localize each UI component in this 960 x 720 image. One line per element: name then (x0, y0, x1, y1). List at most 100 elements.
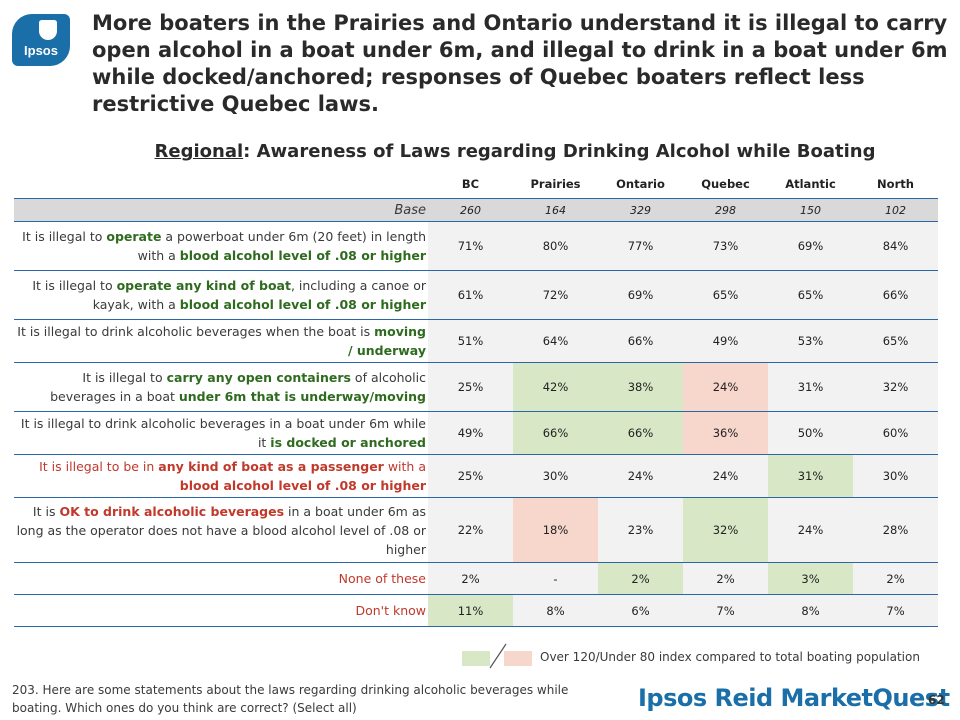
cell-value: 65% (683, 270, 768, 320)
cell-value: 49% (683, 319, 768, 363)
row-label-part: in a boat under 6m as long as the operat… (16, 503, 426, 557)
cell-value: 11% (428, 594, 513, 627)
cell-value: 49% (428, 411, 513, 455)
cell-value: 24% (683, 362, 768, 412)
row-label-part: with a (383, 459, 426, 474)
row-label: It is illegal to drink alcoholic beverag… (14, 319, 428, 363)
subtitle-underlined: Regional (154, 141, 244, 162)
cell-value: 65% (768, 270, 853, 320)
subtitle-rest: : Awareness of Laws regarding Drinking A… (243, 141, 876, 162)
cell-value: 6% (598, 594, 683, 627)
table-row: Don't know 11% 8% 6% 7% 8% 7% (14, 594, 938, 627)
cell-value: 36% (683, 411, 768, 455)
row-label: It is OK to drink alcoholic beverages in… (14, 497, 428, 563)
cell-value: 50% (768, 411, 853, 455)
question-footnote: 203. Here are some statements about the … (12, 683, 569, 715)
cell-value: 53% (768, 319, 853, 363)
cell-value: 8% (768, 594, 853, 627)
row-label-part: of alcoholic beverages in a boat (50, 370, 426, 404)
cell-value: 2% (598, 562, 683, 595)
col-header: Atlantic (785, 177, 836, 191)
cell-value: 60% (853, 411, 938, 455)
row-label-part: a powerboat under 6m (20 feet) in length… (137, 229, 426, 263)
base-value: 260 (428, 198, 513, 222)
table-row: It is illegal to operate any kind of boa… (14, 270, 938, 320)
legend-over-swatch (462, 651, 490, 666)
row-label-part: blood alcohol level of .08 or higher (179, 478, 426, 493)
row-label-part: operate any kind of boat (116, 278, 291, 293)
table-row: It is illegal to be in any kind of boat … (14, 454, 938, 498)
cell-value: 2% (428, 562, 513, 595)
base-value: 164 (513, 198, 598, 222)
cell-value: 42% (513, 362, 598, 412)
cell-value: 22% (428, 497, 513, 563)
cell-value: 30% (513, 454, 598, 498)
legend-text: Over 120/Under 80 index compared to tota… (540, 650, 920, 664)
row-label-part: any kind of boat as a passenger (158, 459, 384, 474)
cell-value: 32% (853, 362, 938, 412)
row-label-part: It is illegal to drink alcoholic beverag… (20, 416, 426, 450)
row-label-part: Don't know (355, 603, 426, 618)
cell-value: 24% (598, 454, 683, 498)
row-label-part: It is illegal to (22, 229, 107, 244)
cell-value: 24% (768, 497, 853, 563)
awareness-table: BC Prairies Ontario Quebec Atlantic Nort… (14, 170, 938, 627)
legend-slash-divider (489, 643, 507, 669)
cell-value: 32% (683, 497, 768, 563)
cell-value: - (513, 562, 598, 595)
base-value: 329 (598, 198, 683, 222)
cell-value: 28% (853, 497, 938, 563)
cell-value: 30% (853, 454, 938, 498)
table-row: It is illegal to carry any open containe… (14, 362, 938, 412)
cell-value: 31% (768, 362, 853, 412)
table-subtitle: Regional: Awareness of Laws regarding Dr… (0, 141, 960, 162)
row-label-part: operate (106, 229, 162, 244)
logo-text: Ipsos (24, 43, 58, 58)
cell-value: 24% (683, 454, 768, 498)
row-label-part: , including a canoe or kayak, with a (92, 278, 426, 312)
base-value: 102 (853, 198, 938, 222)
cell-value: 51% (428, 319, 513, 363)
cell-value: 72% (513, 270, 598, 320)
cell-value: 66% (513, 411, 598, 455)
table-row: It is illegal to drink alcoholic beverag… (14, 319, 938, 363)
cell-value: 61% (428, 270, 513, 320)
cell-value: 7% (853, 594, 938, 627)
cell-value: 69% (768, 221, 853, 271)
row-label: It is illegal to drink alcoholic beverag… (14, 411, 428, 455)
row-label-part: It is (32, 503, 60, 519)
cell-value: 65% (853, 319, 938, 363)
cell-value: 3% (768, 562, 853, 595)
row-label: Don't know (14, 594, 428, 627)
logo-tab-shape (39, 20, 57, 40)
table-row: It is illegal to operate a powerboat und… (14, 221, 938, 271)
base-row: Base 260 164 329 298 150 102 (14, 198, 938, 222)
cell-value: 25% (428, 454, 513, 498)
row-label: None of these (14, 562, 428, 595)
row-label: It is illegal to operate a powerboat und… (14, 221, 428, 271)
table-row: It is illegal to drink alcoholic beverag… (14, 411, 938, 455)
row-label-part: It is illegal to (32, 278, 117, 293)
cell-value: 66% (853, 270, 938, 320)
legend-under-swatch (504, 651, 532, 666)
col-header: BC (461, 177, 480, 191)
row-label-part: moving / underway (347, 324, 426, 358)
cell-value: 84% (853, 221, 938, 271)
cell-value: 66% (598, 411, 683, 455)
row-label-part: OK to drink alcoholic beverages (59, 503, 285, 519)
cell-value: 71% (428, 221, 513, 271)
header-blank (14, 170, 428, 199)
cell-value: 23% (598, 497, 683, 563)
cell-value: 80% (513, 221, 598, 271)
row-label-part: blood alcohol level of .08 or higher (179, 297, 426, 312)
cell-value: 73% (683, 221, 768, 271)
row-label: It is illegal to be in any kind of boat … (14, 454, 428, 498)
row-label-part: It is illegal to drink alcoholic beverag… (17, 324, 375, 339)
cell-value: 64% (513, 319, 598, 363)
table-row: None of these 2% -2% 2% 3% 2% (14, 562, 938, 595)
col-header: Quebec (701, 177, 750, 191)
cell-value: 8% (513, 594, 598, 627)
brand-logo: Ipsos Reid MarketQuest (638, 684, 950, 712)
base-value: 150 (768, 198, 853, 222)
cell-value: 18% (513, 497, 598, 563)
